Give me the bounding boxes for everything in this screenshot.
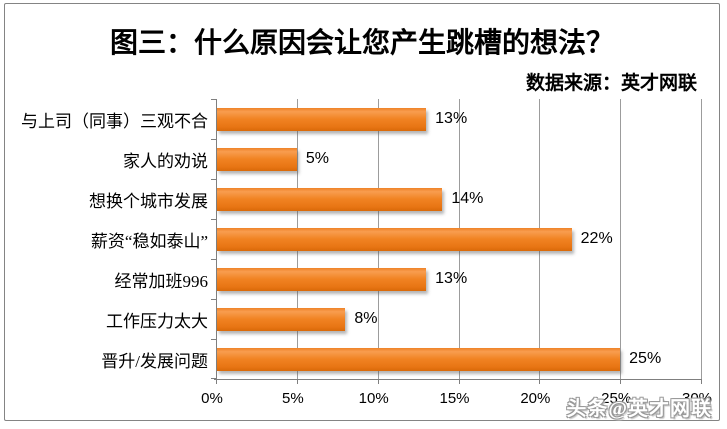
x-tick-label: 20% [520,390,551,407]
bar-value-label: 13% [435,270,468,287]
category-label: 经常加班996 [114,271,209,291]
bar [217,148,297,171]
bar-value-label: 8% [354,310,378,327]
category-axis-labels: 与上司（同事）三观不合家人的劝说想换个城市发展 薪资“稳如泰山” 经常加班996 工作… [5,99,208,379]
bar [217,108,427,131]
x-tick-label: 25% [601,390,632,407]
x-tick-label: 15% [439,390,470,407]
x-axis-tick [620,379,622,384]
data-source-note: 数据来源：英才网联 [525,73,697,94]
category-label: 薪资“稳如泰山” [90,231,208,251]
chart-title: 图三：什么原因会让您产生跳槽的想法？ [109,28,614,59]
bar-row: 5% [216,139,701,179]
bar-value-label: 13% [435,110,468,127]
bar-row: 22% [216,219,701,259]
bar-row: 25% [216,339,701,379]
bar-value-label: 25% [629,350,662,367]
bar [217,308,346,331]
bar-row: 13% [216,99,701,139]
category-label: 与上司（同事）三观不合 [21,111,208,131]
x-axis-tick [701,379,702,384]
bar [217,188,443,211]
x-axis-line [214,379,701,380]
x-tick-label: 10% [358,390,389,407]
bar [217,348,621,371]
bar-value-label: 14% [451,190,484,207]
x-tick-label: 30% [681,390,713,407]
category-label: 晋升/发展问题 [101,351,208,371]
x-axis-tick [539,379,541,384]
bar-value-label: 5% [305,150,329,167]
bar-value-label: 22% [580,230,613,247]
y-axis-tick [211,179,216,180]
y-axis-line [216,99,217,379]
x-axis-tick [458,379,460,384]
gridline [701,99,702,379]
y-axis-tick [211,339,216,340]
bar-row: 13% [216,259,701,299]
y-axis-tick [211,219,216,220]
bar [217,268,427,291]
watermark: 头条@英才网联 [566,398,712,420]
bar-row: 14% [216,179,701,219]
y-axis-tick [211,259,216,260]
x-axis-tick [216,379,217,384]
category-label: 工作压力太大 [106,311,208,331]
category-label: 家人的劝说 [123,151,208,171]
gridline [620,99,622,379]
bar-row: 8% [216,299,701,339]
y-axis-tick [211,139,216,140]
x-tick-label: 0% [201,390,223,407]
x-axis-tick [377,379,379,384]
category-label: 想换个城市发展 [89,191,208,211]
plot-area: 13% 5% 14% 22% 13% 8% 25% [211,99,702,384]
bar [217,228,572,251]
x-tick-label: 5% [281,390,304,407]
y-axis-tick [211,378,216,379]
y-axis-tick [211,99,216,100]
chart-frame: 图三：什么原因会让您产生跳槽的想法？ 数据来源：英才网联 与上司（同事）三观不合… [4,3,720,421]
y-axis-tick [211,299,216,300]
x-axis-tick [296,379,298,384]
